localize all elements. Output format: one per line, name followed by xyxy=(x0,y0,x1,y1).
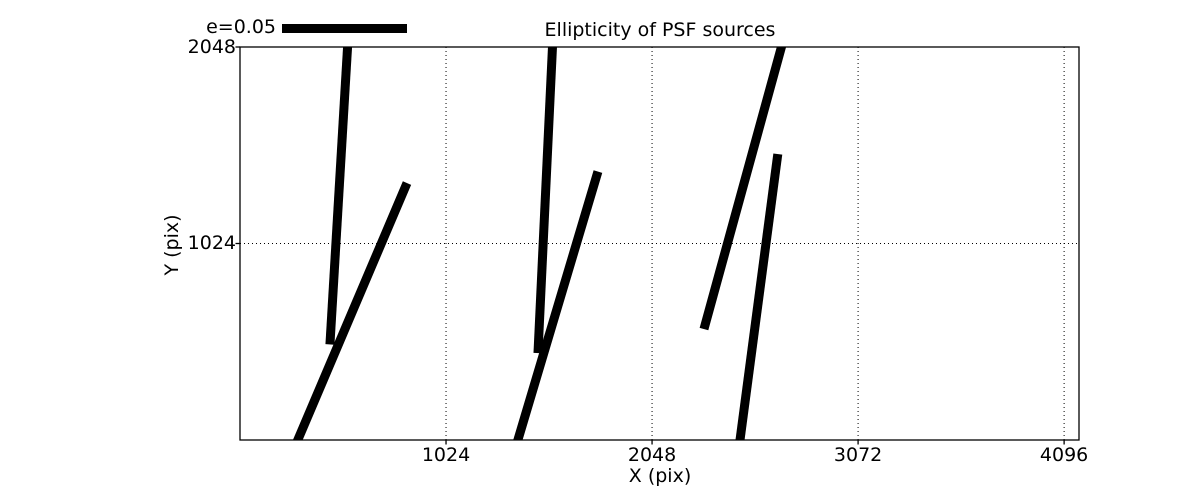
ellipticity-whisker xyxy=(533,47,557,354)
chart-title: Ellipticity of PSF sources xyxy=(544,19,776,41)
legend-label: e=0.05 xyxy=(206,16,276,38)
ellipticity-segments xyxy=(292,47,787,440)
x-tick-label: 2048 xyxy=(627,444,677,466)
ellipticity-whisker xyxy=(735,153,783,440)
legend-scale-bar xyxy=(282,24,407,33)
ellipticity-whisker xyxy=(292,181,412,440)
y-tick-label: 1024 xyxy=(187,232,236,254)
x-tick-label: 4096 xyxy=(1039,444,1089,466)
x-axis-label: X (pix) xyxy=(628,465,692,487)
ellipticity-whisker xyxy=(325,47,353,345)
x-tick-label: 1024 xyxy=(421,444,471,466)
axes-frame xyxy=(239,46,1080,441)
ellipticity-whisker xyxy=(513,170,603,440)
y-tick-label: 2048 xyxy=(187,35,236,58)
ellipticity-whisker xyxy=(699,47,787,331)
x-tick-label: 3072 xyxy=(833,444,883,466)
